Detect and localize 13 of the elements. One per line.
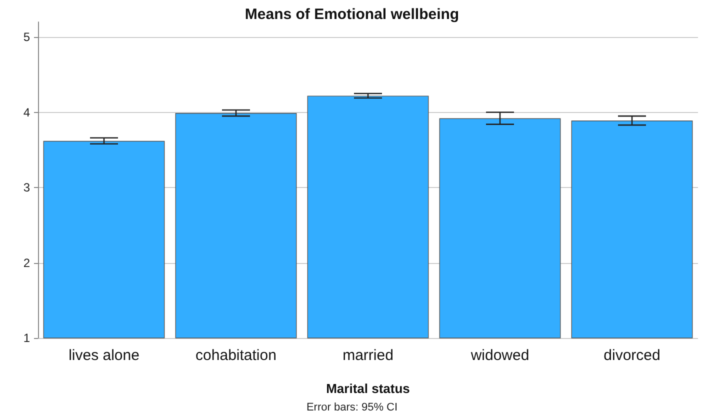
x-tick-label: cohabitation	[196, 347, 276, 364]
x-tick-label: lives alone	[68, 347, 140, 364]
y-tick-label: 2	[23, 256, 30, 270]
x-axis-title: Marital status	[326, 381, 410, 396]
text: Error bars: 95% CI	[306, 402, 398, 414]
x-tick-label: married	[342, 347, 394, 364]
x-tick-label: divorced	[604, 347, 660, 364]
y-tick-label: 4	[23, 105, 30, 120]
x-tick-label: widowed	[470, 347, 530, 364]
y-tick-label: 5	[23, 30, 30, 44]
y-tick-label: 1	[23, 331, 30, 345]
y-tick-label: 3	[23, 180, 30, 195]
chart-title: Means of Emotional wellbeing	[244, 6, 460, 23]
